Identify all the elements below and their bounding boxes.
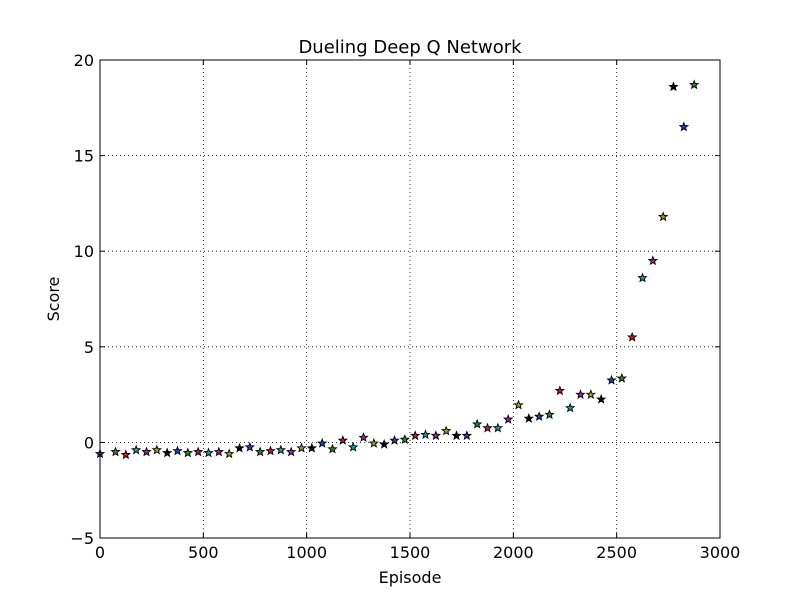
data-point-star	[616, 372, 628, 383]
data-point-star	[316, 437, 328, 448]
data-point-star	[492, 422, 504, 433]
data-point-star	[554, 385, 566, 396]
data-point-star	[347, 441, 359, 452]
chart-title: Dueling Deep Q Network	[298, 37, 522, 58]
data-point-star	[389, 435, 400, 445]
x-axis-label: Episode	[379, 568, 442, 587]
data-point-star	[585, 389, 597, 400]
data-point-star	[606, 374, 617, 385]
axis-ticks	[99, 59, 721, 539]
y-tick-labels: −5 0 5 10 15 20	[70, 51, 94, 548]
data-point-star	[502, 414, 514, 424]
data-point-star	[151, 444, 163, 455]
x-tick-labels: 0 500 1000 1500 2000 2500 3000	[95, 543, 740, 562]
data-point-star	[482, 422, 493, 433]
data-point-star	[678, 121, 690, 132]
data-point-star	[203, 447, 214, 458]
data-point-star	[647, 255, 659, 266]
data-point-star	[595, 393, 607, 404]
data-point-star	[141, 446, 152, 457]
y-tick-label: 15	[74, 147, 94, 166]
data-point-star	[265, 445, 276, 456]
data-point-star	[254, 446, 266, 457]
data-point-star	[420, 429, 431, 440]
y-tick-label: 20	[74, 51, 94, 70]
data-point-star	[223, 448, 235, 459]
data-point-star	[182, 447, 194, 458]
grid-lines	[100, 60, 720, 538]
data-point-star	[399, 434, 411, 444]
data-point-star	[244, 441, 256, 452]
x-tick-label: 500	[188, 543, 219, 562]
x-tick-label: 0	[95, 543, 105, 562]
data-point-star	[409, 430, 421, 441]
data-point-star	[657, 211, 669, 222]
data-point-star	[440, 425, 452, 436]
x-tick-label: 3000	[700, 543, 741, 562]
y-tick-label: 10	[74, 242, 94, 261]
data-point-star	[120, 449, 132, 460]
data-point-star	[296, 442, 307, 453]
data-point-star	[285, 446, 297, 457]
data-point-star	[513, 399, 524, 410]
data-point-star	[192, 446, 204, 457]
data-point-star	[337, 435, 349, 445]
y-axis-label: Score	[44, 277, 63, 322]
x-tick-label: 2000	[493, 543, 534, 562]
data-point-star	[471, 418, 483, 429]
data-point-star	[461, 430, 473, 441]
data-point-star	[358, 432, 369, 443]
data-point-star	[533, 411, 545, 422]
y-tick-label: 5	[84, 338, 94, 357]
data-point-star	[544, 409, 555, 420]
data-point-star	[110, 446, 121, 457]
data-point-star	[430, 430, 442, 441]
data-point-star	[161, 447, 173, 458]
x-tick-label: 2500	[596, 543, 637, 562]
x-tick-label: 1000	[286, 543, 327, 562]
data-point-star	[626, 331, 638, 342]
data-point-star	[234, 442, 245, 453]
data-point-star	[172, 445, 183, 456]
data-point-star	[213, 446, 225, 457]
data-point-star	[306, 442, 318, 453]
y-tick-label: 0	[84, 433, 94, 452]
data-point-star	[368, 437, 380, 448]
data-point-star	[564, 402, 576, 413]
x-tick-label: 1500	[390, 543, 431, 562]
data-point-star	[668, 81, 679, 92]
data-point-star	[575, 389, 586, 400]
data-points	[94, 79, 700, 460]
data-point-star	[130, 444, 142, 455]
y-tick-label: −5	[70, 529, 94, 548]
data-point-star	[451, 430, 462, 441]
data-point-star	[275, 444, 287, 455]
data-point-star	[688, 79, 700, 90]
data-point-star	[523, 413, 535, 423]
data-point-star	[378, 438, 390, 449]
data-point-star	[327, 443, 338, 454]
plot-area	[100, 60, 720, 538]
data-point-star	[637, 272, 648, 283]
